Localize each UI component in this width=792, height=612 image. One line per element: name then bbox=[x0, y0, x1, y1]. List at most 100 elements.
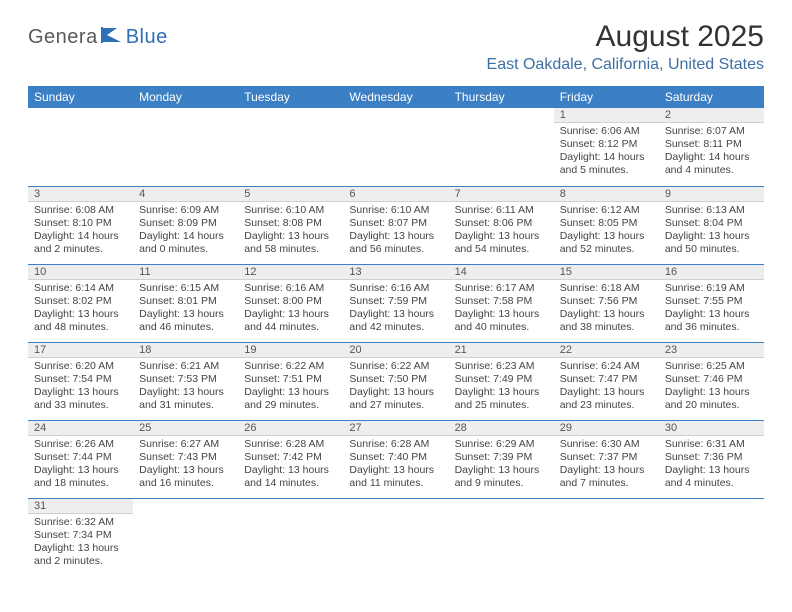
weekday-header-row: Sunday Monday Tuesday Wednesday Thursday… bbox=[28, 86, 764, 108]
day-number: 1 bbox=[554, 108, 659, 123]
calendar-day-cell: 7Sunrise: 6:11 AMSunset: 8:06 PMDaylight… bbox=[449, 186, 554, 264]
day-details: Sunrise: 6:16 AMSunset: 7:59 PMDaylight:… bbox=[343, 280, 448, 339]
day-details: Sunrise: 6:21 AMSunset: 7:53 PMDaylight:… bbox=[133, 358, 238, 417]
calendar-day-cell: 13Sunrise: 6:16 AMSunset: 7:59 PMDayligh… bbox=[343, 264, 448, 342]
day-number: 5 bbox=[238, 187, 343, 202]
calendar-day-cell: 21Sunrise: 6:23 AMSunset: 7:49 PMDayligh… bbox=[449, 342, 554, 420]
day-number: 15 bbox=[554, 265, 659, 280]
day-number: 12 bbox=[238, 265, 343, 280]
day-details: Sunrise: 6:26 AMSunset: 7:44 PMDaylight:… bbox=[28, 436, 133, 495]
calendar-day-cell: 23Sunrise: 6:25 AMSunset: 7:46 PMDayligh… bbox=[659, 342, 764, 420]
weekday-header: Thursday bbox=[449, 86, 554, 108]
day-number: 23 bbox=[659, 343, 764, 358]
calendar-day-cell bbox=[659, 498, 764, 576]
calendar-table: Sunday Monday Tuesday Wednesday Thursday… bbox=[28, 86, 764, 576]
calendar-day-cell: 20Sunrise: 6:22 AMSunset: 7:50 PMDayligh… bbox=[343, 342, 448, 420]
calendar-day-cell: 10Sunrise: 6:14 AMSunset: 8:02 PMDayligh… bbox=[28, 264, 133, 342]
logo-text-general: Genera bbox=[28, 26, 98, 49]
day-number: 31 bbox=[28, 499, 133, 514]
day-details: Sunrise: 6:32 AMSunset: 7:34 PMDaylight:… bbox=[28, 514, 133, 573]
day-details: Sunrise: 6:10 AMSunset: 8:08 PMDaylight:… bbox=[238, 202, 343, 261]
calendar-day-cell: 2Sunrise: 6:07 AMSunset: 8:11 PMDaylight… bbox=[659, 108, 764, 186]
day-number: 28 bbox=[449, 421, 554, 436]
calendar-day-cell bbox=[133, 108, 238, 186]
day-number: 16 bbox=[659, 265, 764, 280]
day-number: 7 bbox=[449, 187, 554, 202]
calendar-day-cell: 22Sunrise: 6:24 AMSunset: 7:47 PMDayligh… bbox=[554, 342, 659, 420]
day-number: 29 bbox=[554, 421, 659, 436]
calendar-day-cell: 11Sunrise: 6:15 AMSunset: 8:01 PMDayligh… bbox=[133, 264, 238, 342]
calendar-day-cell: 6Sunrise: 6:10 AMSunset: 8:07 PMDaylight… bbox=[343, 186, 448, 264]
day-details: Sunrise: 6:14 AMSunset: 8:02 PMDaylight:… bbox=[28, 280, 133, 339]
header: Genera Blue August 2025 East Oakdale, Ca… bbox=[28, 20, 764, 74]
calendar-day-cell bbox=[28, 108, 133, 186]
calendar-week-row: 10Sunrise: 6:14 AMSunset: 8:02 PMDayligh… bbox=[28, 264, 764, 342]
calendar-day-cell: 27Sunrise: 6:28 AMSunset: 7:40 PMDayligh… bbox=[343, 420, 448, 498]
calendar-day-cell: 16Sunrise: 6:19 AMSunset: 7:55 PMDayligh… bbox=[659, 264, 764, 342]
day-details: Sunrise: 6:28 AMSunset: 7:40 PMDaylight:… bbox=[343, 436, 448, 495]
day-number: 10 bbox=[28, 265, 133, 280]
calendar-day-cell: 28Sunrise: 6:29 AMSunset: 7:39 PMDayligh… bbox=[449, 420, 554, 498]
day-details: Sunrise: 6:15 AMSunset: 8:01 PMDaylight:… bbox=[133, 280, 238, 339]
calendar-day-cell: 31Sunrise: 6:32 AMSunset: 7:34 PMDayligh… bbox=[28, 498, 133, 576]
day-number: 4 bbox=[133, 187, 238, 202]
calendar-day-cell: 18Sunrise: 6:21 AMSunset: 7:53 PMDayligh… bbox=[133, 342, 238, 420]
day-number: 27 bbox=[343, 421, 448, 436]
day-details: Sunrise: 6:20 AMSunset: 7:54 PMDaylight:… bbox=[28, 358, 133, 417]
day-number: 17 bbox=[28, 343, 133, 358]
calendar-day-cell: 14Sunrise: 6:17 AMSunset: 7:58 PMDayligh… bbox=[449, 264, 554, 342]
day-details: Sunrise: 6:16 AMSunset: 8:00 PMDaylight:… bbox=[238, 280, 343, 339]
day-number: 20 bbox=[343, 343, 448, 358]
weekday-header: Sunday bbox=[28, 86, 133, 108]
calendar-week-row: 17Sunrise: 6:20 AMSunset: 7:54 PMDayligh… bbox=[28, 342, 764, 420]
calendar-day-cell bbox=[238, 498, 343, 576]
calendar-day-cell: 5Sunrise: 6:10 AMSunset: 8:08 PMDaylight… bbox=[238, 186, 343, 264]
calendar-day-cell: 9Sunrise: 6:13 AMSunset: 8:04 PMDaylight… bbox=[659, 186, 764, 264]
day-details: Sunrise: 6:27 AMSunset: 7:43 PMDaylight:… bbox=[133, 436, 238, 495]
calendar-day-cell: 15Sunrise: 6:18 AMSunset: 7:56 PMDayligh… bbox=[554, 264, 659, 342]
day-number: 6 bbox=[343, 187, 448, 202]
day-number: 19 bbox=[238, 343, 343, 358]
day-number: 26 bbox=[238, 421, 343, 436]
day-details: Sunrise: 6:13 AMSunset: 8:04 PMDaylight:… bbox=[659, 202, 764, 261]
logo-flag-icon bbox=[101, 26, 123, 49]
month-title: August 2025 bbox=[487, 20, 764, 54]
calendar-day-cell: 12Sunrise: 6:16 AMSunset: 8:00 PMDayligh… bbox=[238, 264, 343, 342]
day-number: 3 bbox=[28, 187, 133, 202]
day-number: 2 bbox=[659, 108, 764, 123]
day-details: Sunrise: 6:29 AMSunset: 7:39 PMDaylight:… bbox=[449, 436, 554, 495]
location: East Oakdale, California, United States bbox=[487, 56, 764, 74]
calendar-day-cell bbox=[449, 498, 554, 576]
calendar-day-cell bbox=[133, 498, 238, 576]
calendar-day-cell: 8Sunrise: 6:12 AMSunset: 8:05 PMDaylight… bbox=[554, 186, 659, 264]
weekday-header: Saturday bbox=[659, 86, 764, 108]
day-details: Sunrise: 6:12 AMSunset: 8:05 PMDaylight:… bbox=[554, 202, 659, 261]
calendar-day-cell: 4Sunrise: 6:09 AMSunset: 8:09 PMDaylight… bbox=[133, 186, 238, 264]
calendar-day-cell: 26Sunrise: 6:28 AMSunset: 7:42 PMDayligh… bbox=[238, 420, 343, 498]
calendar-week-row: 24Sunrise: 6:26 AMSunset: 7:44 PMDayligh… bbox=[28, 420, 764, 498]
day-details: Sunrise: 6:28 AMSunset: 7:42 PMDaylight:… bbox=[238, 436, 343, 495]
day-details: Sunrise: 6:11 AMSunset: 8:06 PMDaylight:… bbox=[449, 202, 554, 261]
calendar-day-cell bbox=[343, 108, 448, 186]
day-number: 30 bbox=[659, 421, 764, 436]
logo: Genera Blue bbox=[28, 20, 168, 49]
title-block: August 2025 East Oakdale, California, Un… bbox=[487, 20, 764, 74]
day-number: 25 bbox=[133, 421, 238, 436]
day-number: 22 bbox=[554, 343, 659, 358]
day-details: Sunrise: 6:09 AMSunset: 8:09 PMDaylight:… bbox=[133, 202, 238, 261]
day-details: Sunrise: 6:19 AMSunset: 7:55 PMDaylight:… bbox=[659, 280, 764, 339]
calendar-day-cell bbox=[343, 498, 448, 576]
day-details: Sunrise: 6:07 AMSunset: 8:11 PMDaylight:… bbox=[659, 123, 764, 182]
calendar-day-cell: 19Sunrise: 6:22 AMSunset: 7:51 PMDayligh… bbox=[238, 342, 343, 420]
day-number: 8 bbox=[554, 187, 659, 202]
day-details: Sunrise: 6:25 AMSunset: 7:46 PMDaylight:… bbox=[659, 358, 764, 417]
day-details: Sunrise: 6:08 AMSunset: 8:10 PMDaylight:… bbox=[28, 202, 133, 261]
calendar-day-cell: 30Sunrise: 6:31 AMSunset: 7:36 PMDayligh… bbox=[659, 420, 764, 498]
day-number: 24 bbox=[28, 421, 133, 436]
calendar-week-row: 3Sunrise: 6:08 AMSunset: 8:10 PMDaylight… bbox=[28, 186, 764, 264]
day-number: 14 bbox=[449, 265, 554, 280]
weekday-header: Wednesday bbox=[343, 86, 448, 108]
day-details: Sunrise: 6:22 AMSunset: 7:51 PMDaylight:… bbox=[238, 358, 343, 417]
day-number: 13 bbox=[343, 265, 448, 280]
calendar-day-cell bbox=[554, 498, 659, 576]
